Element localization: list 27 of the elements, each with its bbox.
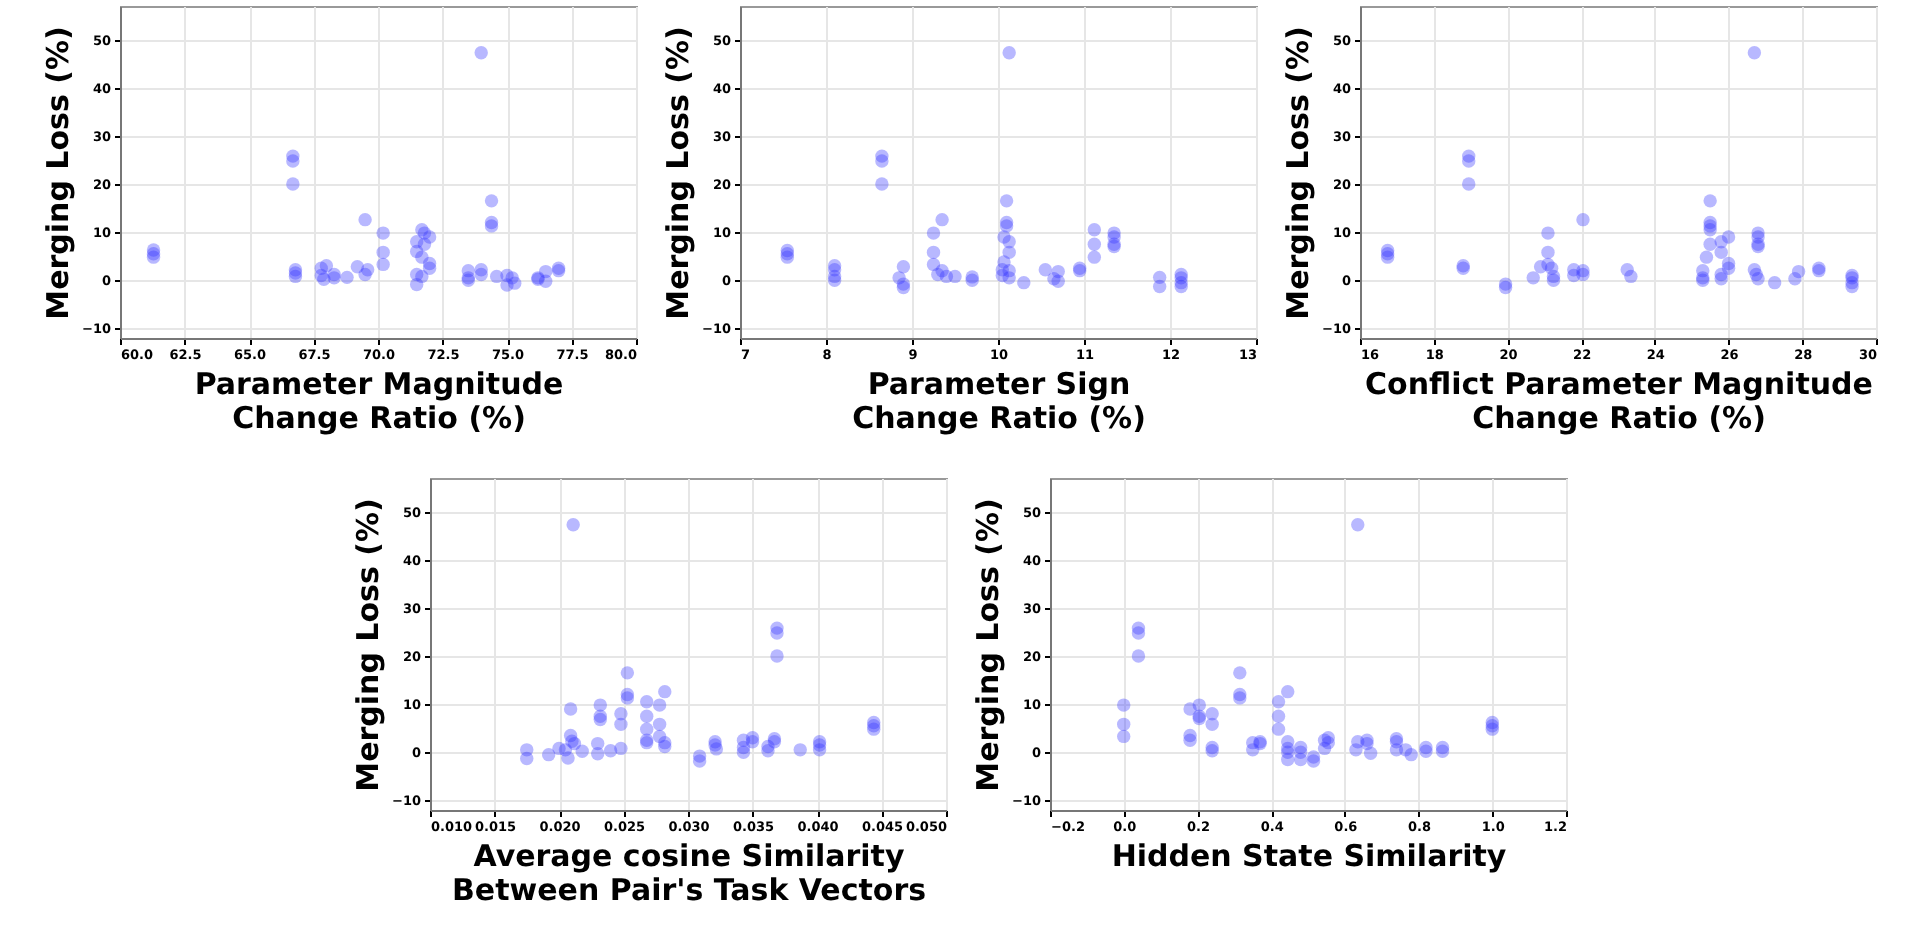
point [998, 194, 1013, 208]
x-axis-title: Parameter Magnitude Change Ratio (%) [193, 366, 563, 436]
point [934, 212, 948, 227]
point [874, 154, 888, 168]
point [1001, 271, 1015, 285]
point [1016, 275, 1030, 290]
x-axis-title: Parameter Sign Change Ratio (%) [851, 366, 1145, 436]
point [895, 260, 910, 274]
y-axis-title: Merging Loss (%) [659, 26, 696, 320]
y-axis-title: Merging Loss (%) [349, 498, 386, 792]
x-axis-title: Conflict Parameter Magnitude Change Ratio (%) [1364, 366, 1872, 436]
point [925, 226, 940, 240]
y-axis-title: Merging Loss (%) [39, 26, 76, 320]
point [1086, 223, 1101, 237]
point [1086, 237, 1101, 251]
x-axis-title: Average cosine Similarity Between Pair's Task Vectors [450, 838, 926, 908]
point [925, 245, 940, 260]
point [1151, 279, 1166, 294]
y-axis-title: Merging Loss (%) [969, 498, 1006, 792]
point [1086, 250, 1101, 264]
point [947, 269, 961, 284]
x-axis-title: Hidden State Similarity [1110, 838, 1506, 874]
point [1001, 45, 1015, 60]
point [1037, 262, 1052, 277]
y-axis-title: Merging Loss (%) [1279, 26, 1316, 320]
point [874, 177, 888, 191]
point [1001, 245, 1015, 260]
